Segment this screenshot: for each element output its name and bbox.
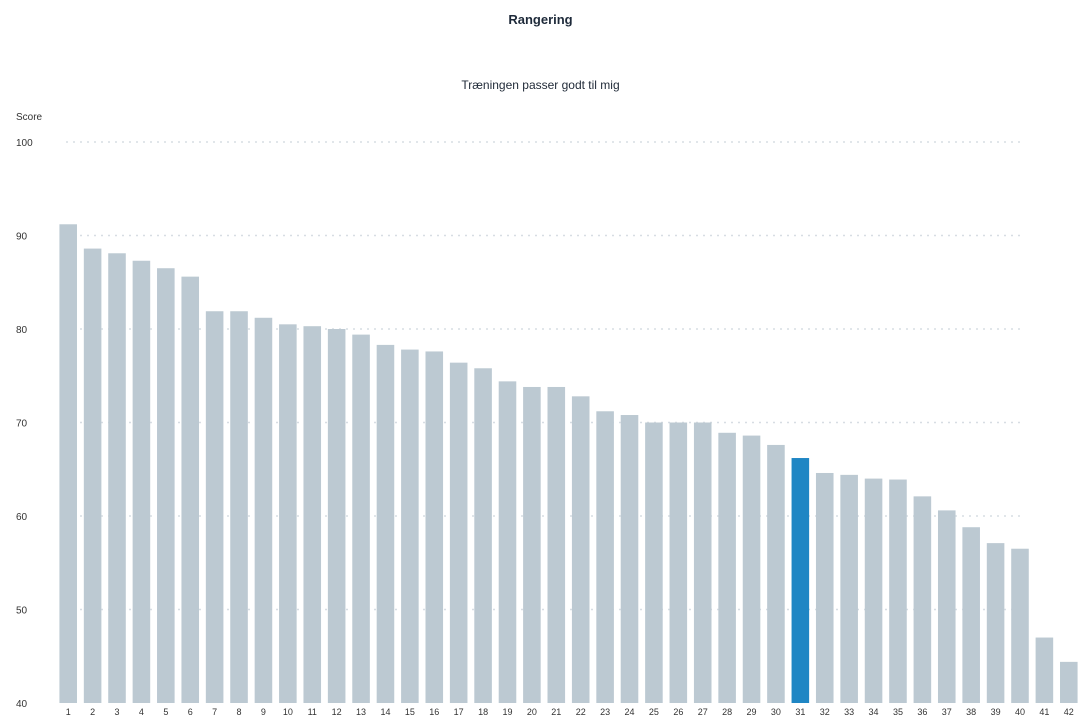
x-tick-label: 37 (942, 707, 952, 717)
bar-40 (1011, 548, 1029, 703)
x-tick-label: 38 (966, 707, 976, 717)
bar-5 (157, 268, 175, 703)
x-tick-label: 7 (212, 707, 217, 717)
bar-42 (1060, 661, 1078, 703)
x-tick-label: 39 (991, 707, 1001, 717)
bar-4 (132, 260, 151, 703)
x-tick-label: 19 (502, 707, 512, 717)
x-tick-label: 4 (139, 707, 144, 717)
bar-15 (401, 349, 419, 703)
bar-28 (718, 432, 736, 703)
x-tick-label: 23 (600, 707, 610, 717)
bar-30 (767, 444, 785, 703)
bar-36 (913, 496, 932, 703)
bar-38 (962, 527, 980, 703)
bar-14 (376, 344, 395, 703)
x-tick-label: 11 (308, 707, 317, 717)
bar-17 (449, 362, 468, 703)
x-tick-label: 24 (625, 707, 635, 717)
x-tick-label: 27 (698, 707, 708, 717)
x-tick-label: 5 (163, 707, 168, 717)
x-tick-label: 34 (869, 707, 879, 717)
bar-31 (791, 458, 810, 703)
x-tick-label: 33 (844, 707, 854, 717)
bar-37 (937, 510, 956, 703)
x-tick-label: 35 (893, 707, 903, 717)
bar-23 (596, 411, 614, 703)
bar-35 (889, 479, 907, 703)
x-tick-label: 12 (332, 707, 342, 717)
x-tick-label: 16 (429, 707, 439, 717)
x-tick-label: 14 (380, 707, 390, 717)
bar-9 (254, 317, 273, 703)
bar-39 (986, 543, 1005, 703)
x-tick-label: 28 (722, 707, 732, 717)
bar-7 (205, 311, 224, 703)
bar-6 (181, 276, 200, 703)
bar-10 (279, 324, 297, 703)
x-tick-label: 1 (66, 707, 71, 717)
bar-3 (108, 253, 126, 703)
bar-1 (59, 224, 77, 703)
bar-32 (815, 472, 834, 703)
chart-title: Rangering (508, 12, 573, 27)
y-axis-ticks: 40 50 60 70 80 90 100 (16, 138, 33, 710)
x-axis-ticks: 1 2 3 4 5 6 7 8 9 10 11 12 13 14 15 16 17 18 19 20 21 22 23 24 2… (66, 707, 1074, 717)
x-tick-label: 17 (454, 707, 464, 717)
x-tick-label: 15 (405, 707, 415, 717)
bar-8 (230, 311, 248, 703)
bar-2 (83, 248, 102, 703)
bars (59, 224, 1078, 703)
x-tick-label: 31 (795, 707, 805, 717)
gridlines (66, 141, 1022, 611)
bar-27 (693, 422, 712, 703)
x-tick-label: 6 (188, 707, 193, 717)
x-tick-label: 36 (917, 707, 927, 717)
bar-18 (474, 368, 492, 703)
x-tick-label: 8 (237, 707, 242, 717)
x-tick-label: 32 (820, 707, 830, 717)
y-tick-label: 100 (16, 138, 33, 149)
bar-33 (840, 474, 858, 703)
x-tick-label: 29 (747, 707, 757, 717)
x-tick-label: 3 (115, 707, 120, 717)
x-tick-label: 26 (673, 707, 683, 717)
bar-41 (1035, 637, 1054, 703)
bar-29 (742, 435, 761, 703)
x-tick-label: 2 (90, 707, 95, 717)
y-tick-label: 80 (16, 325, 28, 336)
y-tick-label: 50 (16, 606, 28, 617)
bar-20 (523, 386, 541, 703)
y-tick-label: 90 (16, 232, 28, 243)
x-tick-label: 30 (771, 707, 781, 717)
bar-13 (352, 334, 370, 703)
bar-16 (425, 351, 444, 703)
x-tick-label: 22 (576, 707, 586, 717)
y-tick-label: 60 (16, 512, 28, 523)
y-tick-label: 70 (16, 419, 28, 430)
bar-26 (669, 422, 688, 703)
y-axis-label: Score (16, 112, 43, 123)
x-tick-label: 42 (1064, 707, 1074, 717)
x-tick-label: 10 (283, 707, 293, 717)
x-tick-label: 20 (527, 707, 537, 717)
bar-24 (620, 415, 639, 703)
x-tick-label: 40 (1015, 707, 1025, 717)
x-tick-label: 25 (649, 707, 659, 717)
bar-25 (645, 422, 663, 703)
x-tick-label: 21 (551, 707, 561, 717)
x-tick-label: 18 (478, 707, 488, 717)
bar-34 (864, 478, 883, 703)
bar-21 (547, 386, 566, 703)
x-tick-label: 9 (261, 707, 266, 717)
bar-22 (571, 396, 590, 703)
x-tick-label: 13 (356, 707, 366, 717)
bar-19 (498, 381, 517, 703)
y-tick-label: 40 (16, 699, 28, 710)
x-tick-label: 41 (1039, 707, 1049, 717)
chart-subtitle: Træningen passer godt til mig (461, 78, 620, 92)
bar-11 (303, 326, 322, 703)
bar-12 (327, 329, 346, 703)
